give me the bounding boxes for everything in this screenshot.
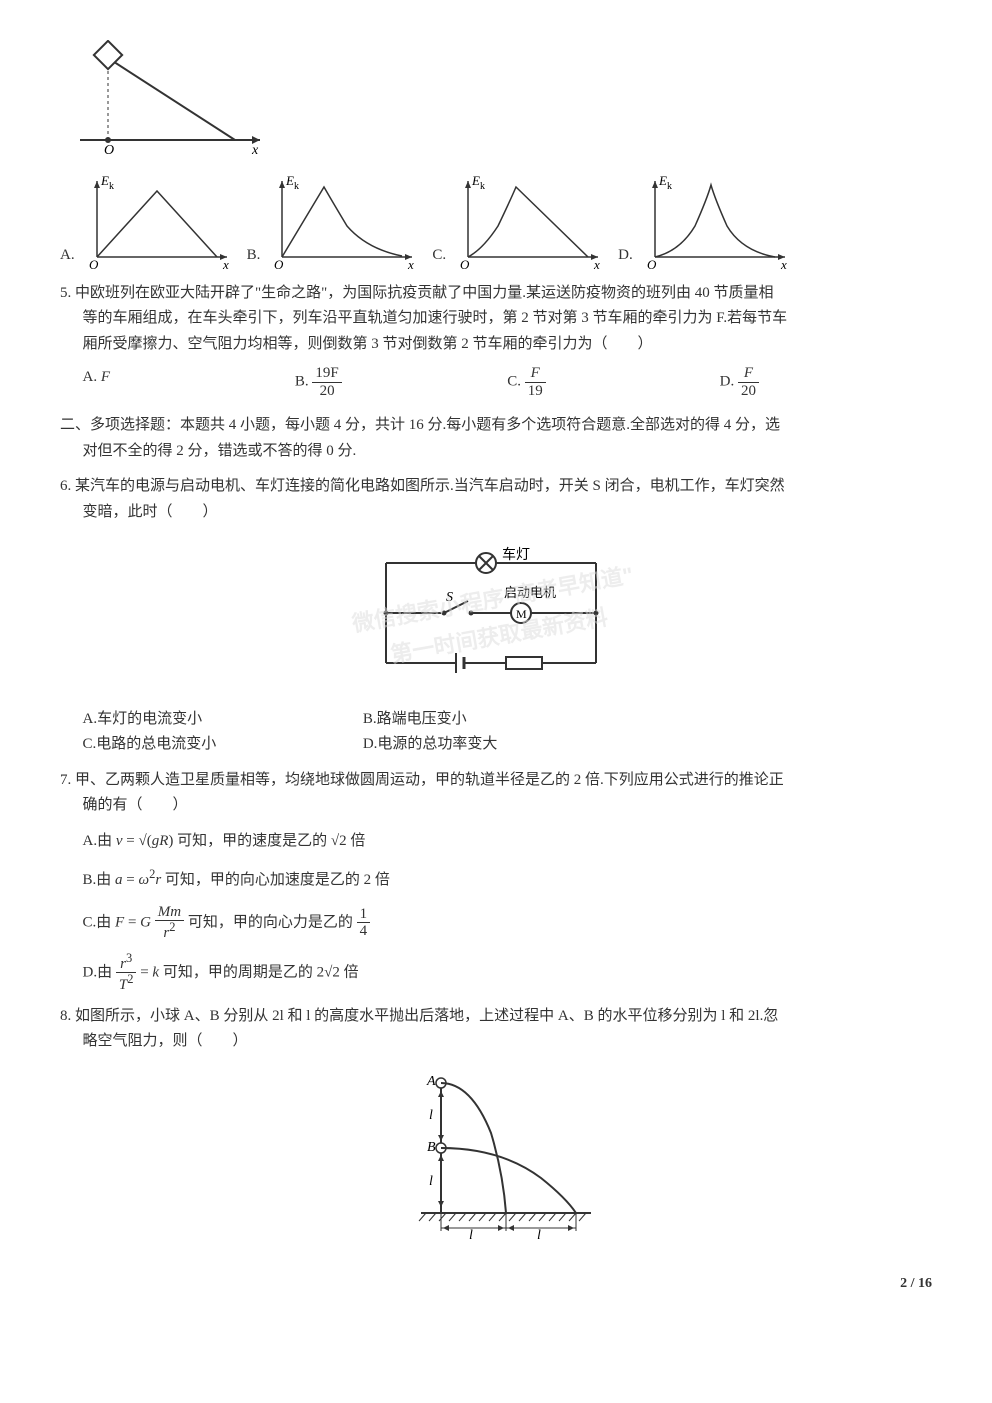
svg-text:E: E [471, 173, 480, 188]
q6-text1: 某汽车的电源与启动电机、车灯连接的简化电路如图所示.当汽车启动时，开关 S 闭合… [75, 478, 785, 494]
svg-text:k: k [667, 181, 672, 192]
svg-text:x: x [251, 143, 259, 155]
q7-option-b: B.由 a = ω2r 可知，甲的向心加速度是乙的 2 倍 [83, 864, 933, 894]
q4-ramp-figure: O x [60, 40, 932, 165]
q6-number: 6. [60, 478, 71, 494]
q8-figure: A B l l l [60, 1063, 932, 1253]
q5-text2: 等的车厢组成，在车头牵引下，列车沿平直轨道匀加速行驶时，第 2 节对第 3 节车… [60, 306, 932, 332]
q7-text1: 甲、乙两颗人造卫星质量相等，均绕地球做圆周运动，甲的轨道半径是乙的 2 倍.下列… [75, 772, 784, 788]
q5-text3: 厢所受摩擦力、空气阻力均相等，则倒数第 3 节对倒数第 2 节车厢的牵引力为（ … [60, 332, 932, 358]
svg-text:l: l [429, 1174, 433, 1189]
option-label: B. [247, 243, 261, 271]
q6-text2: 变暗，此时（ ） [60, 500, 932, 526]
page-footer: 2 / 16 [60, 1272, 932, 1296]
q6-option-a: A.车灯的电流变小 [83, 707, 363, 733]
svg-text:k: k [109, 181, 114, 192]
svg-text:x: x [593, 257, 600, 271]
svg-text:O: O [274, 257, 284, 271]
q4-option-d: D. E k O x [618, 171, 795, 271]
question-8: 8. 如图所示，小球 A、B 分别从 2l 和 l 的高度水平抛出后落地，上述过… [60, 1004, 932, 1055]
q7-options: A.由 v = √(gR) 可知，甲的速度是乙的 √2 倍 B.由 a = ω2… [60, 829, 932, 994]
svg-text:k: k [480, 181, 485, 192]
svg-text:E: E [658, 173, 667, 188]
option-label: D. [618, 243, 633, 271]
q6-option-d: D.电源的总功率变大 [363, 732, 873, 758]
q8-text1: 如图所示，小球 A、B 分别从 2l 和 l 的高度水平抛出后落地，上述过程中 … [75, 1008, 778, 1024]
svg-text:启动电机: 启动电机 [504, 585, 556, 600]
q4-option-c: C. E k O x [432, 171, 608, 271]
q6-option-c: C.电路的总电流变小 [83, 732, 363, 758]
q6-options: A.车灯的电流变小 B.路端电压变小 C.电路的总电流变小 D.电源的总功率变大 [60, 707, 932, 758]
svg-text:x: x [780, 257, 787, 271]
question-7: 7. 甲、乙两颗人造卫星质量相等，均绕地球做圆周运动，甲的轨道半径是乙的 2 倍… [60, 768, 932, 819]
svg-text:E: E [100, 173, 109, 188]
svg-text:车灯: 车灯 [502, 546, 530, 563]
svg-text:l: l [537, 1228, 541, 1243]
q8-number: 8. [60, 1008, 71, 1024]
q4-options-row: A. E k O x B. E k O x C. [60, 171, 932, 271]
option-label: A. [60, 243, 75, 271]
q7-option-d: D.由 r3T2 = k 可知，甲的周期是乙的 2√2 倍 [83, 952, 933, 994]
svg-text:O: O [89, 257, 99, 271]
svg-text:O: O [104, 143, 114, 155]
q6-circuit-figure: 微信搜索小程序"高考早知道" 第一时间获取最新资料 车灯 S M 启动电机 [60, 533, 932, 703]
svg-text:B: B [427, 1140, 436, 1155]
q5-option-d: D. F20 [720, 365, 932, 399]
q7-text2: 确的有（ ） [60, 793, 932, 819]
q7-option-a: A.由 v = √(gR) 可知，甲的速度是乙的 √2 倍 [83, 829, 933, 855]
svg-text:S: S [446, 590, 453, 605]
q5-options: A. F B. 19F20 C. F19 D. F20 [60, 365, 932, 399]
svg-text:k: k [294, 181, 299, 192]
question-5: 5. 中欧班列在欧亚大陆开辟了"生命之路"，为国际抗疫贡献了中国力量.某运送防疫… [60, 281, 932, 358]
svg-text:E: E [285, 173, 294, 188]
q5-text1: 中欧班列在欧亚大陆开辟了"生命之路"，为国际抗疫贡献了中国力量.某运送防疫物资的… [75, 285, 774, 301]
svg-text:A: A [426, 1074, 436, 1089]
q5-option-c: C. F19 [507, 365, 719, 399]
q5-number: 5. [60, 285, 71, 301]
ramp-svg: O x [60, 40, 270, 155]
q6-option-b: B.路端电压变小 [363, 707, 873, 733]
svg-text:M: M [516, 607, 527, 621]
section2-line1: 二、多项选择题：本题共 4 小题，每小题 4 分，共计 16 分.每小题有多个选… [60, 417, 780, 433]
q5-option-b: B. 19F20 [295, 365, 507, 399]
q8-text2: 略空气阻力，则（ ） [60, 1029, 932, 1055]
section-2-header: 二、多项选择题：本题共 4 小题，每小题 4 分，共计 16 分.每小题有多个选… [60, 413, 932, 464]
q7-number: 7. [60, 772, 71, 788]
option-label: C. [432, 243, 446, 271]
svg-text:l: l [469, 1228, 473, 1243]
svg-text:x: x [222, 257, 229, 271]
svg-text:x: x [407, 257, 414, 271]
q4-option-b: B. E k O x [247, 171, 423, 271]
svg-text:O: O [460, 257, 470, 271]
q4-option-a: A. E k O x [60, 171, 237, 271]
q5-option-a: A. F [83, 365, 295, 399]
svg-text:O: O [647, 257, 657, 271]
svg-text:l: l [429, 1108, 433, 1123]
q7-option-c: C.由 F = G Mmr2 可知，甲的向心力是乙的 14 [83, 904, 933, 942]
section2-line2: 对但不全的得 2 分，错选或不答的得 0 分. [60, 439, 932, 465]
question-6: 6. 某汽车的电源与启动电机、车灯连接的简化电路如图所示.当汽车启动时，开关 S… [60, 474, 932, 525]
